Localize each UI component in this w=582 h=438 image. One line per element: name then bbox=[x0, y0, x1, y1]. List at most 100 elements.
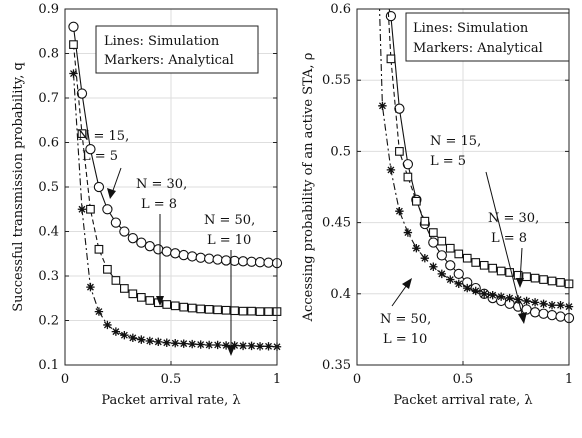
right-series-3-marker bbox=[420, 254, 430, 263]
right-series-3-marker bbox=[429, 262, 438, 271]
left-series-3-marker bbox=[204, 340, 214, 350]
left-series-2-marker bbox=[238, 306, 248, 316]
left-series-2-marker bbox=[264, 307, 273, 316]
left-series-2-marker bbox=[111, 276, 121, 285]
left-series-1-marker bbox=[85, 144, 96, 155]
left-series-1-marker bbox=[153, 244, 164, 255]
right-legend-markers-analytical: Markers: Analytical bbox=[413, 41, 543, 56]
left-series-3-marker bbox=[230, 341, 239, 350]
right-series-1-marker bbox=[453, 268, 464, 280]
left-y-tick-label: 0.4 bbox=[38, 225, 59, 240]
left-series-3-marker bbox=[103, 320, 112, 330]
left-series-3-marker bbox=[120, 330, 129, 340]
left-series-1-marker bbox=[102, 204, 113, 215]
left-series-1-marker bbox=[170, 248, 181, 259]
right-series-2-marker bbox=[403, 172, 413, 182]
left-series-3-marker bbox=[264, 342, 273, 351]
right-series-2-marker bbox=[505, 268, 514, 277]
right-y-tick-label: 0.5 bbox=[330, 144, 351, 159]
left-series-3-marker bbox=[247, 341, 256, 351]
right-x-tick-label: 0 bbox=[353, 372, 361, 387]
left-series-2-marker bbox=[179, 302, 189, 312]
right-legend-box bbox=[405, 12, 570, 62]
right-series-1-marker bbox=[385, 10, 397, 22]
left-chart-panel: 0.1 0.2 0.3 0.4 0.5 0.6 0.7 0.8 0.9 0 0.5 1 Packet … bbox=[11, 2, 283, 408]
right-y-axis-label: Accessing probability of an active STA, … bbox=[301, 53, 316, 323]
left-series-1-marker bbox=[204, 253, 215, 264]
right-series-3-marker bbox=[471, 286, 480, 296]
right-series-1-marker bbox=[394, 103, 405, 114]
left-series-3-marker bbox=[94, 307, 104, 316]
right-annotation-n30-arrowhead bbox=[516, 278, 524, 288]
left-series-1-marker bbox=[93, 181, 105, 193]
left-series-3-marker bbox=[238, 341, 248, 351]
left-series-1-marker bbox=[246, 256, 257, 267]
left-x-tick-label: 0 bbox=[61, 372, 69, 387]
right-series-3-marker bbox=[539, 299, 548, 308]
left-series-2-marker bbox=[103, 264, 112, 274]
right-series-3-marker bbox=[446, 275, 455, 284]
right-annotation-n15-arrow bbox=[485, 171, 524, 319]
right-chart-panel: 0.35 0.4 0.45 0.5 0.55 0.6 0 0.5 1 Packet arriva… bbox=[301, 2, 575, 408]
right-series-1-marker bbox=[529, 307, 541, 318]
right-annotation-n50-arrowhead bbox=[402, 278, 412, 289]
left-series-3-marker bbox=[213, 340, 222, 350]
left-annotation-n30-arrowhead bbox=[156, 296, 164, 306]
left-series-2-marker bbox=[187, 303, 197, 313]
left-series-2-marker bbox=[136, 293, 146, 302]
left-series-3-marker bbox=[255, 342, 265, 351]
right-series-3-marker bbox=[463, 283, 472, 293]
left-annotation-n30-line2: L = 8 bbox=[141, 197, 177, 212]
left-series-2-marker bbox=[128, 289, 138, 299]
left-y-tick-label: 0.7 bbox=[38, 91, 59, 106]
left-series-3-marker bbox=[179, 339, 188, 348]
right-annotation-n50-line1: N = 50, bbox=[380, 312, 431, 327]
left-annotation-n50-line2: L = 10 bbox=[207, 233, 251, 248]
left-series-3-marker bbox=[145, 336, 154, 346]
left-legend-line-simulation: Lines: Simulation bbox=[104, 34, 220, 49]
right-series-2-marker bbox=[412, 196, 421, 206]
right-series-2-marker bbox=[420, 216, 430, 226]
left-series-2-marker bbox=[86, 204, 95, 214]
left-series-1-marker bbox=[161, 246, 172, 257]
left-series-2-marker bbox=[196, 304, 206, 314]
left-series-1-marker bbox=[220, 255, 232, 266]
right-series-2-marker bbox=[428, 228, 438, 237]
right-series-1-marker bbox=[445, 260, 456, 271]
right-x-tick-label: 1 bbox=[565, 372, 573, 387]
left-series-3-marker bbox=[196, 340, 205, 349]
left-series-3-marker bbox=[86, 282, 95, 292]
right-series-3-marker bbox=[547, 300, 557, 310]
right-annotation-n15-arrowhead bbox=[518, 312, 527, 324]
left-series-2-marker bbox=[145, 296, 155, 305]
right-annotation-n30-line2: L = 8 bbox=[491, 231, 527, 246]
left-series-1-marker bbox=[76, 88, 88, 99]
right-series-3-marker bbox=[488, 291, 497, 300]
left-series-2-marker bbox=[120, 284, 129, 293]
left-series-3-marker bbox=[128, 333, 138, 343]
right-annotation-n30-line1: N = 30, bbox=[488, 211, 539, 226]
left-series-1-marker bbox=[178, 249, 189, 261]
left-series-1-marker bbox=[254, 257, 266, 268]
left-series-1-marker bbox=[110, 217, 122, 228]
left-x-axis-label: Packet arrival rate, λ bbox=[101, 393, 240, 408]
right-series-1-marker bbox=[538, 308, 549, 319]
right-series-1-marker bbox=[546, 310, 558, 321]
left-series-3-marker bbox=[111, 327, 121, 336]
right-ticks: 0.35 0.4 0.45 0.5 0.55 0.6 0 0.5 1 bbox=[322, 2, 573, 387]
left-ticks: 0.1 0.2 0.3 0.4 0.5 0.6 0.7 0.8 0.9 0 0.5 1 bbox=[38, 2, 281, 387]
right-series-3-marker bbox=[556, 300, 565, 310]
left-series-2-marker bbox=[94, 244, 104, 254]
left-series-1-marker bbox=[263, 257, 274, 268]
left-y-tick-label: 0.3 bbox=[38, 269, 59, 284]
right-annotation-n50: N = 50, L = 10 bbox=[380, 278, 431, 347]
left-y-tick-label: 0.6 bbox=[38, 136, 59, 151]
left-annotation-n50-line1: N = 50, bbox=[204, 213, 255, 228]
right-series-2-marker bbox=[522, 272, 531, 282]
right-series-3-marker bbox=[496, 292, 506, 301]
right-series-2-marker bbox=[437, 236, 447, 246]
left-series-1-marker bbox=[212, 254, 223, 265]
left-series-3-marker bbox=[69, 69, 78, 78]
left-annotation-n30-line1: N = 30, bbox=[136, 177, 187, 192]
